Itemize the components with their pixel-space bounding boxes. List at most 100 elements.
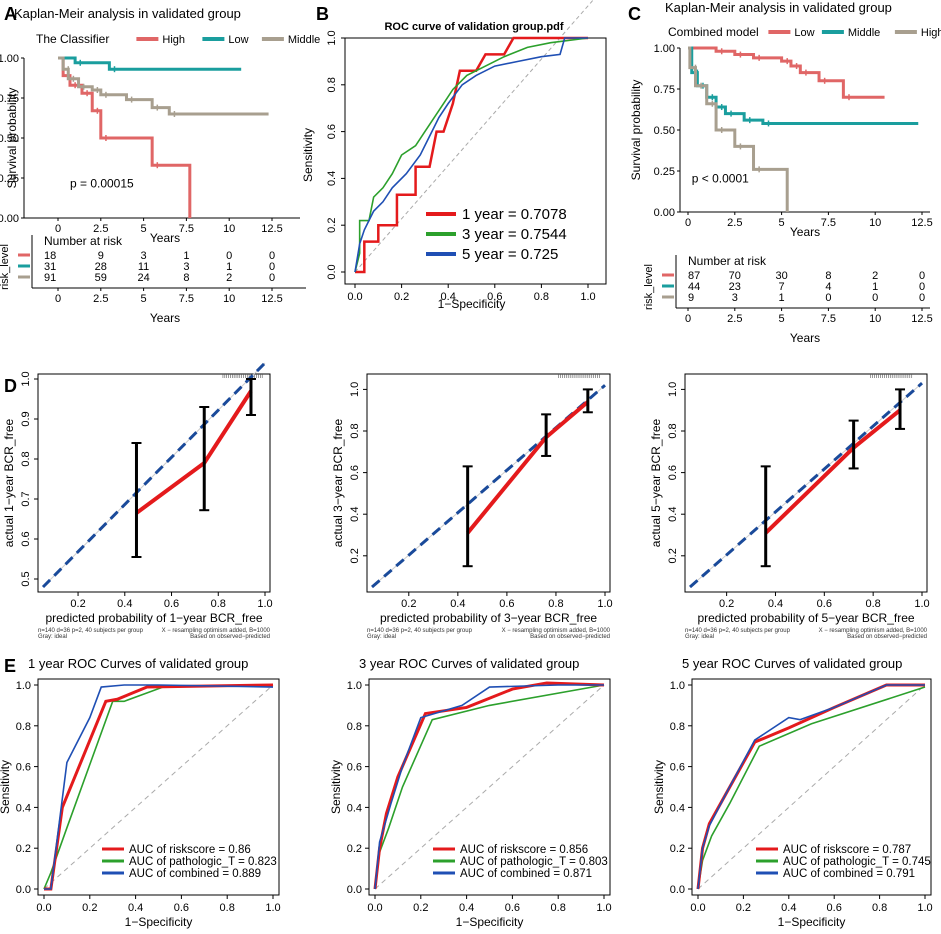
x-tick-label: 0.8: [872, 902, 887, 914]
x-axis-label: predicted probability of 5−year BCR_free: [697, 611, 914, 625]
y-tick-label: 0.6: [20, 531, 32, 546]
y-tick-label: 0.4: [326, 171, 338, 186]
x-tick-label: 0.2: [413, 902, 428, 914]
y-tick-label: 0.7: [20, 491, 32, 506]
p-value: p = 0.00015: [70, 177, 134, 191]
x-tick-label: 0.8: [548, 598, 563, 610]
legend-title-c: Combined model: [668, 25, 759, 39]
x-tick-label: 0.2: [736, 902, 751, 914]
risk-cell: 3: [183, 261, 189, 273]
diagonal-reference: [43, 684, 274, 890]
y-axis-label: Survival probability: [629, 80, 643, 181]
risk-x-tick-label: 10: [223, 293, 235, 305]
legend-label-middle: Middle: [848, 27, 880, 39]
y-tick-label: 0.4: [349, 507, 361, 522]
y-tick-label: 0.2: [667, 548, 679, 563]
risk-cell: 7: [779, 281, 785, 293]
x-tick-label: 0.4: [768, 598, 783, 610]
y-axis-label: Survival probability: [5, 88, 19, 189]
x-tick-label: 0.4: [459, 902, 474, 914]
footnote-left: n=140 d=36 p=2, 40 subjects per group: [38, 628, 144, 634]
km-curve-middle: [688, 46, 919, 125]
risk-cell: 1: [226, 261, 232, 273]
risk-cell: 1: [779, 292, 785, 304]
risk-cell: 70: [729, 270, 741, 282]
x-tick-label: 1.0: [257, 598, 272, 610]
km-curve-high: [688, 46, 789, 212]
risk-x-tick-label: 2.5: [727, 313, 742, 325]
km-curve-middle: [58, 56, 269, 116]
risk-cell: 0: [919, 281, 925, 293]
x-tick-label: 0.2: [70, 598, 85, 610]
risk-cell: 23: [729, 281, 741, 293]
x-axis-label: Years: [150, 231, 180, 245]
x-tick-label: 0.4: [781, 902, 796, 914]
y-axis-label: Sensitivity: [652, 760, 666, 814]
legend-label-high: High: [921, 27, 941, 39]
x-tick-label: 0.6: [505, 902, 520, 914]
y-tick-label: 0.8: [326, 77, 338, 92]
x-tick-label: 0.2: [719, 598, 734, 610]
p-value: p < 0.0001: [692, 171, 749, 185]
y-tick-label: 0.00: [0, 213, 19, 225]
risk-cell: 11: [138, 261, 149, 273]
y-tick-label: 0.75: [654, 84, 675, 96]
footnote-right: Based on observed−predicted: [847, 634, 927, 640]
x-tick-label: 0: [55, 223, 61, 235]
legend-label: AUC of pathologic_T = 0.823: [129, 856, 277, 868]
panel-label-c: C: [628, 4, 641, 24]
y-tick-label: 0.0: [326, 264, 338, 279]
x-tick-label: 5: [779, 217, 785, 229]
risk-x-tick-label: 2.5: [93, 293, 108, 305]
y-tick-label: 0.50: [654, 125, 675, 137]
y-axis-label: actual 1−year BCR_free: [2, 418, 16, 547]
risk-cell: 0: [269, 250, 275, 262]
y-tick-label: 0.4: [16, 802, 31, 814]
x-axis-label: 1−Specificity: [438, 297, 506, 311]
y-tick-label: 0.8: [347, 721, 362, 733]
x-tick-label: 0.6: [174, 902, 189, 914]
x-tick-label: 0.6: [487, 291, 502, 303]
plot-frame: [344, 37, 607, 285]
x-tick-label: 10: [223, 223, 235, 235]
risk-cell: 24: [137, 272, 149, 284]
legend-title-a: The Classifier: [36, 32, 109, 46]
risk-cell: 44: [688, 281, 700, 293]
y-axis-label: Sensitivity: [301, 128, 315, 182]
x-tick-label: 0.0: [367, 902, 382, 914]
y-tick-label: 0.0: [16, 884, 31, 896]
x-tick-label: 0.8: [211, 598, 226, 610]
x-tick-label: 0.4: [128, 902, 143, 914]
x-tick-label: 7.5: [179, 223, 194, 235]
legend-label: AUC of combined = 0.871: [460, 868, 592, 880]
risk-y-label: risk_level: [643, 264, 655, 310]
y-tick-label: 0.75: [0, 93, 19, 105]
y-tick-label: 0.8: [16, 721, 31, 733]
risk-cell: 9: [688, 292, 694, 304]
y-tick-label: 1.0: [16, 680, 31, 692]
plot-frame: [37, 373, 271, 593]
x-tick-label: 0.6: [164, 598, 179, 610]
x-tick-label: 0.0: [36, 902, 51, 914]
risk-cell: 0: [269, 272, 275, 284]
x-tick-label: 1.0: [596, 902, 611, 914]
risk-cell: 31: [44, 261, 56, 273]
x-tick-label: 0.6: [499, 598, 514, 610]
y-tick-label: 0.8: [20, 451, 32, 466]
legend-label: 1 year = 0.7078: [462, 206, 567, 223]
y-tick-label: 0.6: [349, 465, 361, 480]
y-tick-label: 1.0: [667, 382, 679, 397]
footnote-right: Based on observed−predicted: [530, 634, 610, 640]
x-tick-label: 7.5: [821, 217, 836, 229]
x-tick-label: 0.8: [220, 902, 235, 914]
observed-line: [764, 408, 902, 535]
x-tick-label: 2.5: [93, 223, 108, 235]
x-tick-label: 1.0: [917, 902, 932, 914]
x-tick-label: 12.5: [911, 217, 932, 229]
x-tick-label: 0: [685, 217, 691, 229]
y-tick-label: 0.8: [349, 423, 361, 438]
risk-cell: 2: [226, 272, 232, 284]
y-tick-label: 1.0: [670, 680, 685, 692]
y-tick-label: 0.4: [667, 507, 679, 522]
